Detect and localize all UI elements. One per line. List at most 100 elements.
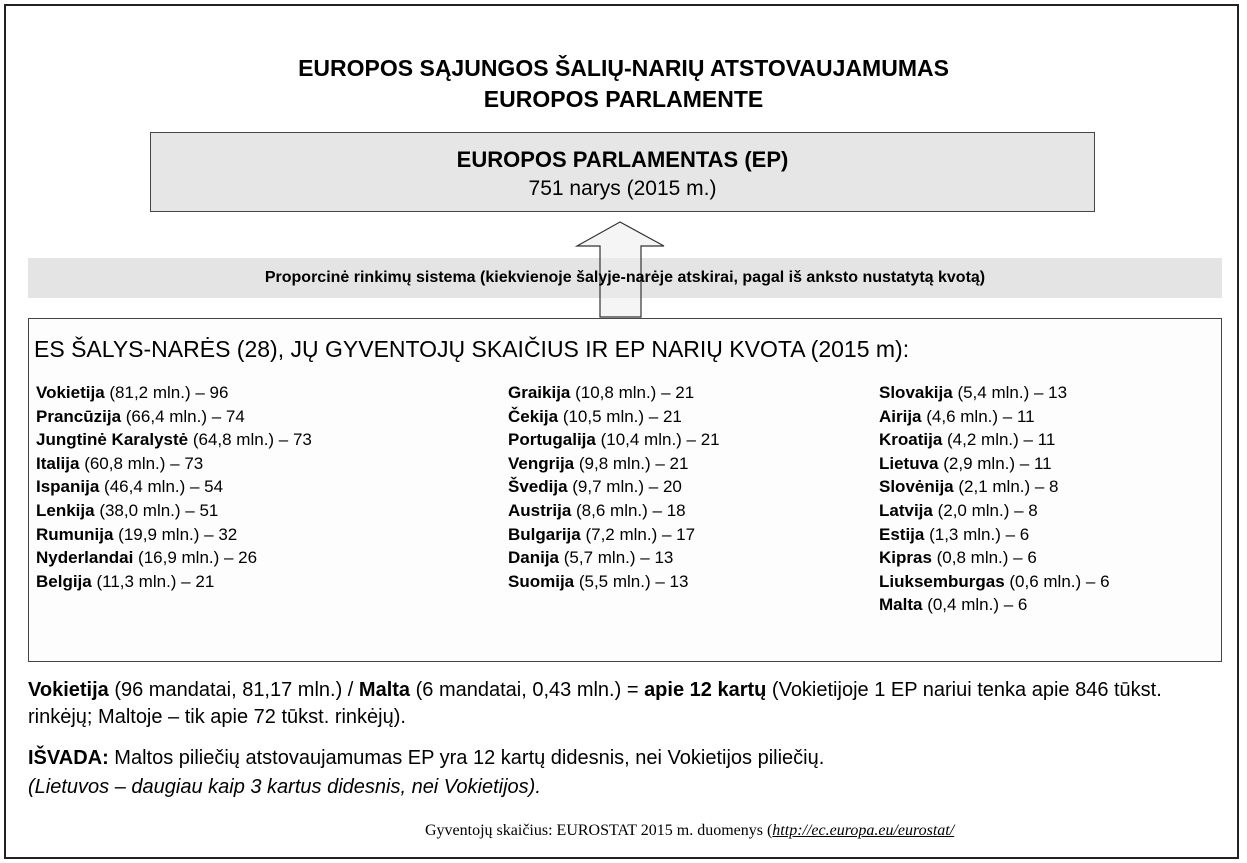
country-name: Estija [879, 524, 925, 544]
country-row: Belgija (11,3 mln.) – 21 [36, 570, 312, 594]
country-detail: (19,9 mln.) – 32 [113, 524, 238, 544]
country-detail: (9,8 mln.) – 21 [574, 453, 689, 473]
country-detail: (5,4 mln.) – 13 [952, 383, 1068, 402]
footer-text: Gyventojų skaičius: EUROSTAT 2015 m. duo… [425, 822, 773, 839]
country-row: Kroatija (4,2 mln.) – 11 [879, 428, 1110, 452]
country-name: Lietuva [879, 453, 939, 473]
country-detail: (2,1 mln.) – 8 [953, 477, 1059, 497]
note: (Lietuvos – daugiau kaip 3 kartus didesn… [28, 776, 541, 798]
country-detail: (2,9 mln.) – 11 [938, 453, 1052, 473]
country-row: Švedija (9,7 mln.) – 20 [508, 475, 720, 499]
country-detail: (0,8 mln.) – 6 [931, 548, 1037, 568]
countries-box [28, 318, 1222, 662]
country-row: Portugalija (10,4 mln.) – 21 [508, 428, 720, 452]
country-name: Portugalija [508, 430, 596, 450]
country-row: Austrija (8,6 mln.) – 18 [508, 499, 720, 523]
paragraph-text: Vokietija (96 mandatai, 81,17 mln.) / Ma… [28, 677, 1228, 731]
country-detail: (16,9 mln.) – 26 [133, 548, 258, 568]
country-row: Slovakija (5,4 mln.) – 13 [879, 381, 1110, 405]
country-name: Danija [508, 548, 560, 568]
text-segment: Vokietija [28, 679, 109, 701]
country-detail: (10,5 mln.) – 21 [558, 406, 682, 426]
country-name: Bulgarija [508, 524, 581, 544]
country-name: Liuksemburgas [879, 571, 1005, 591]
text-segment: (96 mandatai, 81,17 mln.) / [108, 679, 359, 701]
country-detail: (81,2 mln.) – 96 [104, 383, 229, 402]
text-segment: IŠVADA: [28, 747, 109, 769]
country-column: Graikija (10,8 mln.) – 21 Čekija (10,5 ml… [508, 381, 720, 593]
conclusion: IŠVADA: Maltos piliečių atstovaujamumas … [28, 745, 1228, 801]
country-name: Belgija [36, 571, 92, 591]
country-row: Liuksemburgas (0,6 mln.) – 6 [879, 570, 1110, 594]
country-detail: (8,6 mln.) – 18 [571, 500, 686, 520]
country-row: Graikija (10,8 mln.) – 21 [508, 381, 720, 405]
country-name: Suomija [508, 571, 575, 591]
frame [4, 4, 1239, 859]
parliament-box: EUROPOS PARLAMENTAS (EP) 751 narys (2015… [150, 132, 1095, 212]
country-detail: (1,3 mln.) – 6 [924, 524, 1030, 544]
country-name: Vokietija [36, 383, 105, 402]
country-name: Čekija [508, 406, 559, 426]
country-row: Vengrija (9,8 mln.) – 21 [508, 452, 720, 476]
country-name: Malta [879, 595, 923, 615]
country-name: Rumunija [36, 524, 114, 544]
country-row: Prancūzija (66,4 mln.) – 74 [36, 405, 312, 429]
text-segment: (Vokietijoje 1 EP nariui tenka apie 846 … [28, 679, 1162, 728]
footer-link: http://ec.europa.eu/eurostat/ [772, 822, 955, 839]
country-name: Prancūzija [36, 406, 122, 426]
title: EUROPOS SĄJUNGOS ŠALIŲ-NARIŲ ATSTOVAUJAM… [298, 55, 949, 81]
country-row: Rumunija (19,9 mln.) – 32 [36, 523, 312, 547]
country-row: Latvija (2,0 mln.) – 8 [879, 499, 1110, 523]
country-row: Malta (0,4 mln.) – 6 [879, 593, 1110, 617]
countries-heading: ES ŠALYS-NARĖS (28), JŲ GYVENTOJŲ SKAIČI… [34, 336, 910, 362]
country-detail: (11,3 mln.) – 21 [91, 571, 215, 591]
country-detail: (46,4 mln.) – 54 [99, 477, 224, 497]
country-detail: (0,6 mln.) – 6 [1004, 571, 1110, 591]
country-row: Nyderlandai (16,9 mln.) – 26 [36, 546, 312, 570]
country-detail: (7,2 mln.) – 17 [580, 524, 696, 544]
country-row: Suomija (5,5 mln.) – 13 [508, 570, 720, 594]
country-detail: (0,4 mln.) – 6 [922, 595, 1028, 615]
country-name: Lenkija [36, 500, 95, 520]
country-row: Slovėnija (2,1 mln.) – 8 [879, 475, 1110, 499]
country-row: Ispanija (46,4 mln.) – 54 [36, 475, 312, 499]
country-detail: (4,2 mln.) – 11 [942, 430, 1056, 450]
country-detail: (10,4 mln.) – 21 [595, 430, 720, 450]
country-row: Airija (4,6 mln.) – 11 [879, 405, 1110, 429]
text-segment: apie 12 kartų [644, 679, 767, 701]
country-detail: (38,0 mln.) – 51 [94, 500, 219, 520]
system-text: Proporcinė rinkimų sistema (kiekvienoje … [264, 269, 986, 286]
country-column: Vokietija (81,2 mln.) – 96 Prancūzija (66… [36, 381, 312, 593]
comparison: Vokietija (96 mandatai, 81,17 mln.) / Ma… [28, 677, 1228, 731]
country-row: Danija (5,7 mln.) – 13 [508, 546, 720, 570]
country-column: Slovakija (5,4 mln.) – 13 Airija (4,6 mln… [879, 381, 1110, 617]
country-detail: (5,5 mln.) – 13 [574, 571, 689, 591]
country-name: Airija [879, 406, 922, 426]
country-row: Jungtinė Karalystė (64,8 mln.) – 73 [36, 428, 312, 452]
parliament-subtitle: 751 narys (2015 m.) [528, 177, 717, 200]
country-name: Kroatija [879, 430, 943, 450]
country-name: Slovėnija [879, 477, 954, 497]
country-detail: (66,4 mln.) – 74 [121, 406, 245, 426]
text-segment: (6 mandatai, 0,43 mln.) = [410, 679, 645, 701]
country-name: Latvija [879, 500, 933, 520]
country-detail: (5,7 mln.) – 13 [559, 548, 674, 568]
country-row: Vokietija (81,2 mln.) – 96 [36, 381, 312, 405]
country-name: Ispanija [36, 477, 100, 497]
country-detail: (60,8 mln.) – 73 [79, 453, 204, 473]
country-detail: (2,0 mln.) – 8 [932, 500, 1038, 520]
country-detail: (10,8 mln.) – 21 [570, 383, 695, 402]
country-name: Austrija [508, 500, 572, 520]
country-row: Lietuva (2,9 mln.) – 11 [879, 452, 1110, 476]
country-row: Lenkija (38,0 mln.) – 51 [36, 499, 312, 523]
country-detail: (9,7 mln.) – 20 [567, 477, 682, 497]
country-detail: (4,6 mln.) – 11 [921, 406, 1035, 426]
country-name: Italija [36, 453, 80, 473]
country-name: Kipras [879, 548, 932, 568]
country-detail: (64,8 mln.) – 73 [188, 430, 312, 450]
arrow-shape [574, 221, 665, 318]
paragraph-text: IŠVADA: Maltos piliečių atstovaujamumas … [28, 745, 1228, 772]
country-name: Vengrija [508, 453, 575, 473]
